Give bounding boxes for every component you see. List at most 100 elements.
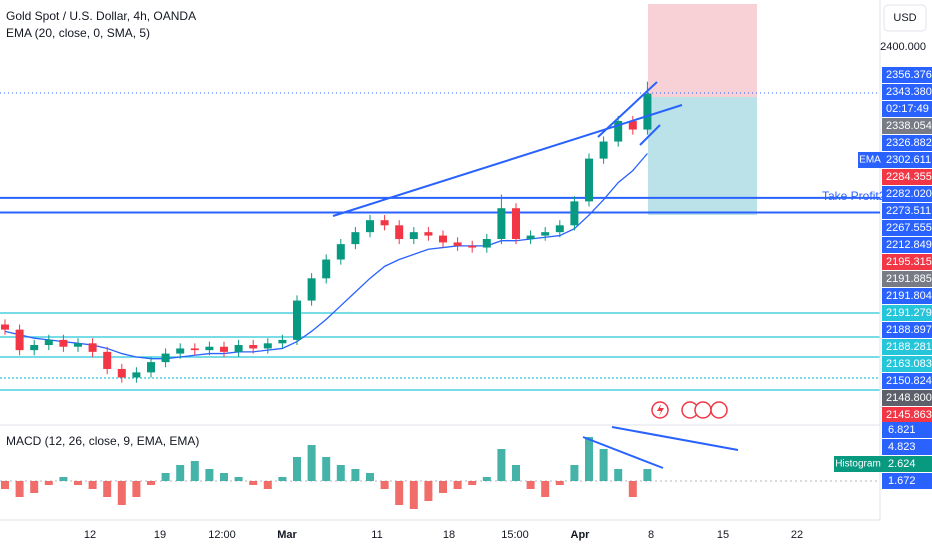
- time-label: 15: [717, 529, 729, 541]
- time-label: 18: [443, 529, 455, 541]
- price-label-bg: [882, 390, 932, 406]
- price-label: 2343.380: [886, 86, 932, 98]
- candle-body: [643, 93, 652, 130]
- candle-body: [190, 348, 199, 351]
- price-label-bg: [882, 254, 932, 270]
- histogram-bar: [468, 481, 477, 485]
- candle-body: [132, 372, 141, 378]
- ema-tag: EMA: [859, 155, 881, 166]
- histogram-bar: [614, 469, 623, 481]
- histogram-bar: [74, 481, 82, 485]
- price-label-bg: [882, 356, 932, 372]
- trend-line: [332, 104, 683, 217]
- candle-body: [555, 225, 564, 233]
- price-label-bg: [882, 339, 932, 355]
- histogram-bar: [585, 437, 593, 481]
- price-label-bg: [882, 305, 932, 321]
- price-label: 2284.355: [886, 171, 932, 183]
- histogram-bar: [117, 481, 126, 505]
- candle-body: [585, 158, 593, 202]
- take-profit-label: Take Profit2: [822, 189, 886, 203]
- candle-body: [439, 235, 447, 243]
- price-label-bg: [882, 407, 932, 423]
- candle-body: [409, 232, 418, 239]
- candle-body: [117, 368, 126, 378]
- candle-body: [88, 343, 97, 352]
- price-label-bg: [882, 288, 932, 304]
- symbol-title: Gold Spot / U.S. Dollar, 4h, OANDA: [6, 9, 196, 23]
- time-label: 12:00: [208, 529, 236, 541]
- support-lines: [0, 312, 880, 391]
- candle-body: [249, 345, 258, 349]
- macd-label-bg: [882, 422, 932, 438]
- candle-body: [59, 339, 68, 347]
- histogram-bar: [59, 477, 68, 481]
- candle-body: [380, 220, 389, 226]
- histogram-bar: [263, 481, 272, 489]
- drawings: [332, 81, 739, 469]
- candle-body: [570, 201, 579, 226]
- countdown-bg: [882, 101, 932, 117]
- histogram-bar: [307, 445, 316, 481]
- histogram-tag: Histogram: [835, 459, 881, 470]
- histogram-bar: [30, 481, 39, 493]
- histogram-bar: [44, 481, 53, 485]
- price-label: 2273.511: [886, 205, 931, 217]
- histogram-bar: [161, 473, 170, 481]
- candle-body: [614, 121, 623, 142]
- histogram-bar: [541, 481, 550, 497]
- price-label: 2338.054: [886, 120, 932, 132]
- stop-zone: [648, 4, 757, 97]
- currency-label[interactable]: USD: [893, 12, 916, 24]
- histogram-bar: [453, 481, 462, 489]
- event-icon: [657, 404, 664, 416]
- macd-label: 1.672: [888, 475, 916, 487]
- histogram-bar: [424, 481, 433, 501]
- candle-body: [234, 345, 243, 352]
- price-label: 2145.863: [886, 409, 932, 421]
- time-label: 19: [154, 529, 166, 541]
- histogram-bar: [15, 481, 24, 497]
- price-label-bg: [882, 135, 932, 151]
- candle-body: [278, 339, 287, 344]
- histogram-bar: [380, 481, 389, 489]
- histogram-bar: [322, 457, 331, 481]
- candle-body: [512, 208, 520, 239]
- histogram-bar: [439, 481, 447, 493]
- histogram-bar: [132, 481, 141, 497]
- price-label: 2191.804: [886, 290, 932, 302]
- price-label-bg: [882, 220, 932, 236]
- histogram-bar: [512, 465, 520, 481]
- histogram-bar: [1, 481, 9, 489]
- candle-body: [307, 278, 316, 301]
- candle-body: [220, 346, 228, 352]
- macd-label-bg: [882, 473, 932, 489]
- price-label: 2356.376: [886, 69, 932, 81]
- candle-body: [395, 225, 404, 239]
- candle-body: [205, 346, 214, 351]
- price-label-bg: [882, 84, 932, 100]
- histogram-bar: [336, 465, 345, 481]
- candle-body: [15, 329, 24, 351]
- candle-body: [103, 351, 112, 369]
- macd-label: 6.821: [888, 424, 916, 436]
- candle-body: [599, 141, 608, 159]
- time-label: 22: [791, 529, 803, 541]
- event-icons: [651, 401, 728, 419]
- countdown: 02:17:49: [886, 103, 929, 115]
- currency-button[interactable]: [883, 4, 927, 32]
- candle-body: [366, 220, 374, 233]
- price-label: 2195.315: [886, 256, 932, 268]
- histogram-bar: [643, 469, 652, 481]
- price-label-bg: [882, 169, 932, 185]
- price-label: 2188.281: [886, 341, 932, 353]
- price-label: 2188.897: [886, 324, 932, 336]
- event-icon: [694, 401, 712, 419]
- event-icon: [710, 401, 728, 419]
- candle-body: [44, 339, 53, 346]
- histogram-bar: [190, 461, 199, 481]
- histogram-bar: [147, 481, 155, 485]
